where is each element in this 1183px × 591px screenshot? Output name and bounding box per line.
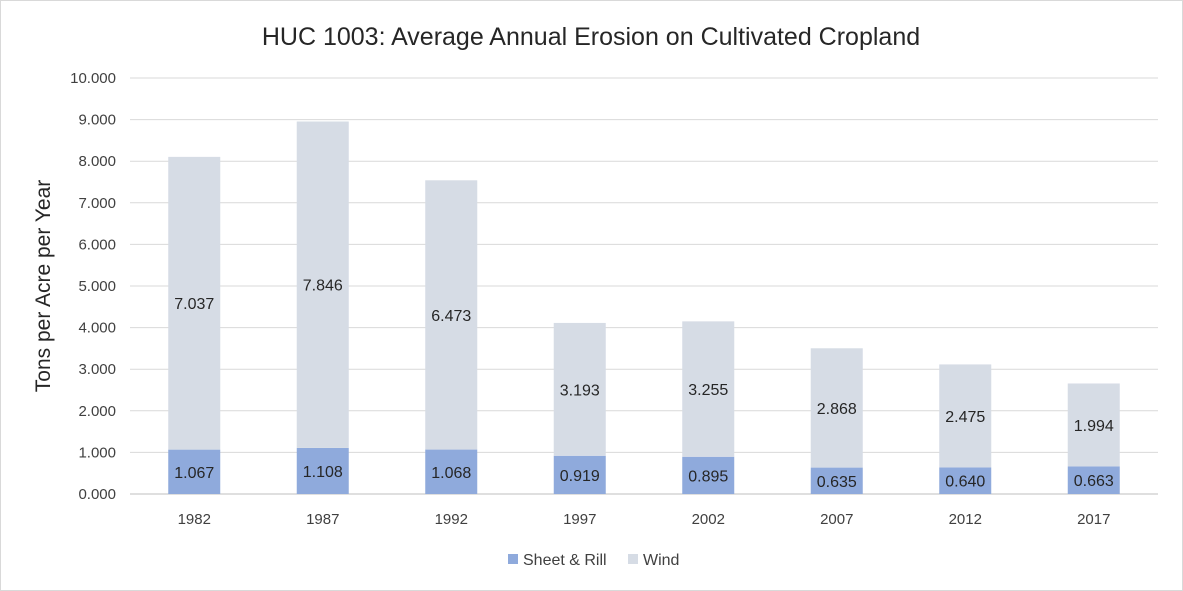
x-tick-label: 2002 [692, 511, 725, 528]
data-label-wind: 1.994 [1074, 418, 1114, 435]
legend-label-sheet-rill: Sheet & Rill [523, 552, 607, 569]
y-tick-label: 8.000 [78, 153, 116, 170]
gridlines [130, 77, 1158, 495]
y-tick-label: 4.000 [78, 320, 116, 337]
x-tick-label: 2017 [1077, 511, 1110, 528]
bar-sheet-rill [296, 447, 349, 494]
y-tick-label: 1.000 [78, 444, 116, 461]
y-tick-label: 9.000 [78, 112, 116, 129]
data-label-wind: 6.473 [431, 308, 471, 325]
x-tick-label: 1982 [178, 511, 211, 528]
data-label-wind: 3.193 [560, 382, 600, 399]
bar-sheet-rill [682, 456, 735, 494]
x-tick-label: 1987 [306, 511, 339, 528]
bar-wind [168, 156, 221, 450]
x-tick-label: 1992 [435, 511, 468, 528]
legend-label-wind: Wind [643, 552, 679, 569]
data-label-sheet-rill: 1.108 [303, 464, 343, 481]
bar-wind [810, 348, 863, 468]
legend-swatch-wind [628, 554, 638, 564]
x-axis-ticks: 1982 1987 1992 1997 2002 2007 2012 2017 [178, 511, 1111, 528]
x-tick-label: 1997 [563, 511, 596, 528]
y-axis-label: Tons per Acre per Year [32, 180, 55, 392]
bar-sheet-rill [168, 449, 221, 494]
y-tick-label: 0.000 [78, 486, 116, 503]
bar-wind [425, 180, 478, 450]
data-label-wind: 7.037 [174, 296, 214, 313]
y-axis-ticks: 0.000 1.000 2.000 3.000 4.000 5.000 6.000 7.000… [70, 70, 116, 503]
y-tick-label: 2.000 [78, 403, 116, 420]
data-label-wind: 2.868 [817, 401, 857, 418]
y-tick-label: 5.000 [78, 278, 116, 295]
y-tick-label: 3.000 [78, 361, 116, 378]
bar-sheet-rill [553, 455, 606, 494]
data-label-sheet-rill: 1.068 [431, 465, 471, 482]
bar-wind [682, 321, 735, 457]
y-tick-label: 6.000 [78, 236, 116, 253]
bar-sheet-rill [1067, 466, 1120, 494]
bar-wind [939, 364, 992, 468]
x-tick-label: 2012 [949, 511, 982, 528]
data-label-sheet-rill: 1.067 [174, 465, 214, 482]
bar-wind [296, 121, 349, 448]
bar-wind [553, 322, 606, 456]
bar-sheet-rill [939, 467, 992, 494]
data-label-sheet-rill: 0.635 [817, 474, 857, 491]
data-label-sheet-rill: 0.663 [1074, 473, 1114, 490]
y-tick-label: 10.000 [70, 70, 116, 87]
data-label-wind: 2.475 [945, 409, 985, 426]
legend-swatch-sheet-rill [508, 554, 518, 564]
data-label-wind: 7.846 [303, 278, 343, 295]
legend: Sheet & Rill Wind [508, 552, 679, 569]
bar-wind [1067, 383, 1120, 467]
y-tick-label: 7.000 [78, 195, 116, 212]
x-tick-label: 2007 [820, 511, 853, 528]
data-label-sheet-rill: 0.919 [560, 468, 600, 485]
bar-sheet-rill [425, 449, 478, 494]
data-label-wind: 3.255 [688, 382, 728, 399]
bar-sheet-rill [810, 467, 863, 494]
data-label-sheet-rill: 0.640 [945, 474, 985, 491]
bars: 1.067 7.037 1.108 7.846 1.068 6.473 0.919 3.193… [168, 121, 1120, 494]
data-label-sheet-rill: 0.895 [688, 468, 728, 485]
chart-title: HUC 1003: Average Annual Erosion on Cult… [262, 23, 920, 51]
